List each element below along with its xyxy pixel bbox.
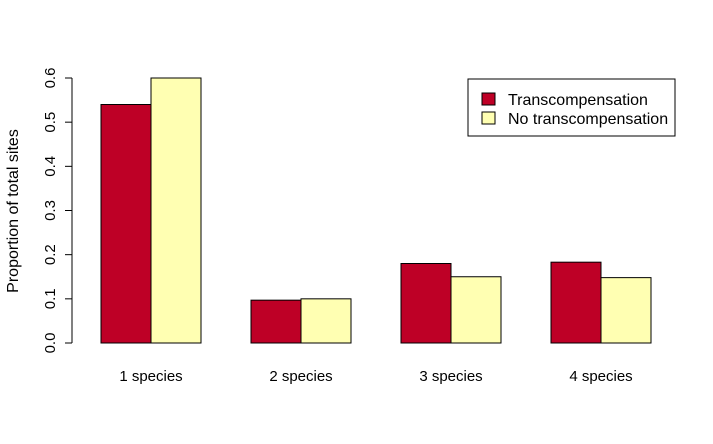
bar-no-transcompensation-1 [150, 77, 202, 344]
x-tick-label-1: 1 species [119, 368, 182, 385]
y-tick-label-0: 0.0 [42, 333, 59, 354]
y-axis: 0.0 0.1 0.2 0.3 0.4 0.5 0.6 [42, 68, 73, 354]
x-tick-label-4: 4 species [569, 368, 632, 385]
y-tick-label-6: 0.6 [42, 68, 59, 89]
y-tick-label-1: 0.1 [42, 288, 59, 309]
legend-swatch-1 [481, 92, 496, 106]
x-tick-label-3: 3 species [419, 368, 482, 385]
bars [100, 77, 652, 344]
bar-transcompensation-4 [550, 261, 602, 344]
legend-label-1: Transcompensation [508, 92, 648, 109]
bar-transcompensation-3 [400, 263, 452, 344]
bar-transcompensation-2 [250, 299, 302, 344]
y-tick-label-5: 0.5 [42, 112, 59, 133]
y-tick-label-2: 0.2 [42, 244, 59, 265]
bar-no-transcompensation-4 [600, 277, 652, 344]
legend: Transcompensation No transcompensation [467, 78, 676, 137]
y-tick-label-3: 0.3 [42, 200, 59, 221]
y-tick-label-4: 0.4 [42, 156, 59, 177]
bar-transcompensation-1 [100, 104, 152, 344]
x-tick-label-2: 2 species [269, 368, 332, 385]
legend-label-2: No transcompensation [508, 111, 668, 128]
x-axis-labels: 1 species 2 species 3 species 4 species [119, 368, 632, 385]
bar-no-transcompensation-3 [450, 276, 502, 344]
bar-no-transcompensation-2 [300, 298, 352, 344]
y-axis-title: Proportion of total sites [5, 129, 22, 293]
legend-swatch-2 [481, 111, 496, 125]
legend-box [467, 78, 676, 137]
